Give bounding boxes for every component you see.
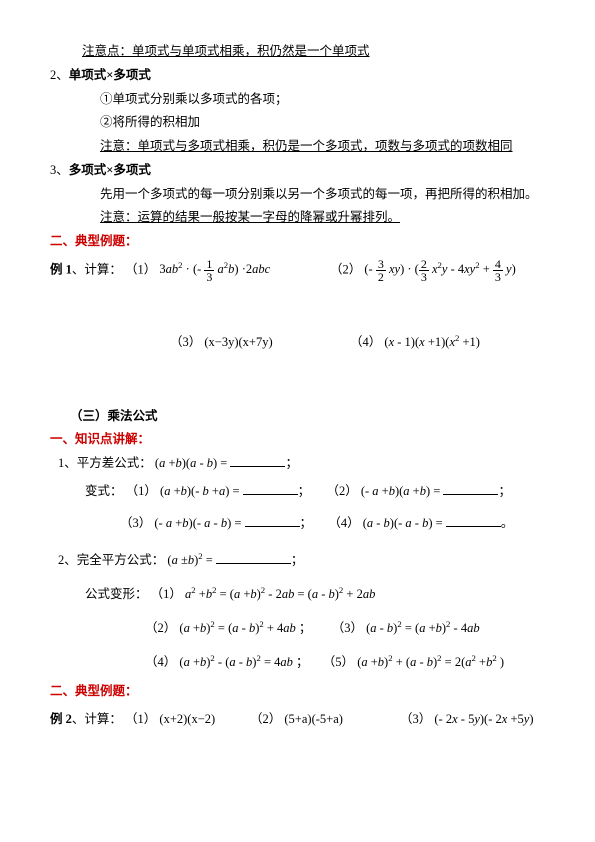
expr-v3: (- a +b)(- a - b) = — [154, 516, 244, 530]
transform-label: 公式变形： — [85, 587, 148, 601]
semi-2: ； — [296, 655, 309, 669]
transform-row2: （2） (a +b)2 = (a - b)2 + 4ab ； （3） (a - … — [50, 617, 545, 641]
part-1-label: （1） — [125, 262, 156, 276]
semi-1: ； — [299, 621, 312, 635]
example-2-label: 例 2 — [50, 712, 72, 726]
blank-1 — [230, 454, 285, 468]
num-2: 2、 — [50, 68, 69, 82]
expr-1-2: (- 32 xy) · (23 x2y - 4xy2 + 43 y) — [364, 262, 515, 276]
expr-q3: (- 2x - 5y)(- 2x +5y) — [434, 712, 533, 726]
blank-v2 — [443, 481, 498, 495]
expr-v1: (a +b)(- b +a) = — [160, 484, 243, 498]
v4-label: （4） — [328, 516, 359, 530]
t2-label: （2） — [145, 621, 176, 635]
item-2-2: ②将所得的积相加 — [50, 111, 545, 135]
expr-q1: (x+2)(x−2) — [159, 712, 215, 726]
variant-row1: 变式： （1） (a +b)(- b +a) = ； （2） (- a +b)(… — [50, 480, 545, 504]
part-4-label: （4） — [350, 335, 381, 349]
expr-t1: a2 +b2 = (a +b)2 - 2ab = (a - b)2 + 2ab — [185, 587, 375, 601]
example-1-text: 、计算： — [72, 262, 122, 276]
blank-v3 — [245, 513, 300, 527]
transform-row3: （4） (a +b)2 - (a - b)2 = 4ab ； （5） (a +b… — [50, 651, 545, 675]
heading-2-text: 单项式×多项式 — [69, 68, 151, 82]
heading-2: 2、单项式×多项式 — [50, 64, 545, 88]
expr-t5: (a +b)2 + (a - b)2 = 2(a2 +b2 ) — [357, 655, 504, 669]
expr-t2: (a +b)2 = (a - b)2 + 4ab — [179, 621, 299, 635]
example-1-row2: （3） (x−3y)(x+7y) （4） (x - 1)(x +1)(x2 +1… — [50, 331, 545, 355]
blank-sq — [216, 551, 291, 565]
formula-sq: 2、完全平方公式： (a ±b)2 = ； — [50, 549, 545, 573]
blank-v4 — [446, 513, 501, 527]
section-3-1: 一、知识点讲解： — [50, 428, 545, 452]
example-1-row: 例 1、计算： （1） 3ab2 · (- 13 a2b) ·2abc （2） … — [50, 258, 545, 283]
part-2: （2） (- 32 xy) · (23 x2y - 4xy2 + 43 y) — [330, 258, 516, 283]
transform-row1: 公式变形： （1） a2 +b2 = (a +b)2 - 2ab = (a - … — [50, 583, 545, 607]
q3-label: （3） — [400, 712, 431, 726]
v2-label: （2） — [326, 484, 357, 498]
variant-label: 变式： — [85, 484, 123, 498]
part-2-label: （2） — [330, 262, 361, 276]
variant-row2: （3） (- a +b)(- a - b) = ； （4） (a - b)(- … — [50, 512, 545, 536]
heading-3-text: 多项式×多项式 — [69, 163, 151, 177]
num-3: 3、 — [50, 163, 69, 177]
v3-label: （3） — [120, 516, 151, 530]
expr-q2: (5+a)(-5+a) — [284, 712, 343, 726]
section-2: 二、典型例题： — [50, 230, 545, 254]
part-3-label: （3） — [170, 335, 201, 349]
expr-v2: (- a +b)(a +b) = — [361, 484, 444, 498]
example-2-text: 、计算： — [72, 712, 122, 726]
part-4: （4） (x - 1)(x +1)(x2 +1) — [350, 331, 480, 355]
q2: （2） (5+a)(-5+a) — [250, 708, 343, 732]
q1-label: （1） — [125, 712, 156, 726]
note-2: 注意：单项式与多项式相乘，积仍是一个多项式，项数与多项式的项数相同 — [50, 135, 545, 159]
expr-1-1: 3ab2 · (- 13 a2b) ·2abc — [159, 262, 270, 276]
section-2b: 二、典型例题： — [50, 680, 545, 704]
note-1: 注意点：单项式与单项式相乘，积仍然是一个单项式 — [50, 40, 545, 64]
item-3-1: 先用一个多项式的每一项分别乘以另一个多项式的每一项，再把所得的积相加。 — [50, 183, 545, 207]
t3-label: （3） — [332, 621, 363, 635]
q3: （3） (- 2x - 5y)(- 2x +5y) — [400, 708, 534, 732]
expr-1-3: (x−3y)(x+7y) — [204, 335, 272, 349]
formula-diff-label: 1、平方差公式： — [58, 456, 152, 470]
expr-t4: (a +b)2 - (a - b)2 = 4ab — [179, 655, 296, 669]
formula-diff: 1、平方差公式： (a +b)(a - b) = ； — [50, 452, 545, 476]
section-3-title: （三）乘法公式 — [50, 405, 545, 429]
v1-label: （1） — [126, 484, 157, 498]
expr-diff: (a +b)(a - b) = — [155, 456, 231, 470]
expr-t3: (a - b)2 = (a +b)2 - 4ab — [366, 621, 480, 635]
heading-3: 3、多项式×多项式 — [50, 159, 545, 183]
example-1-label: 例 1 — [50, 262, 72, 276]
expr-1-4: (x - 1)(x +1)(x2 +1) — [384, 335, 480, 349]
t4-label: （4） — [145, 655, 176, 669]
q2-label: （2） — [250, 712, 281, 726]
example-2-row: 例 2、计算： （1） (x+2)(x−2) （2） (5+a)(-5+a) （… — [50, 708, 545, 732]
item-2-1: ①单项式分别乘以多项式的各项； — [50, 88, 545, 112]
blank-v1 — [243, 481, 298, 495]
expr-v4: (a - b)(- a - b) = — [363, 516, 446, 530]
formula-sq-label: 2、完全平方公式： — [58, 553, 164, 567]
t5-label: （5） — [323, 655, 354, 669]
note-3: 注意：运算的结果一般按某一字母的降幂或升幂排列。 — [50, 206, 545, 230]
t1-label: （1） — [151, 587, 182, 601]
expr-sq: (a ±b)2 = — [167, 553, 216, 567]
